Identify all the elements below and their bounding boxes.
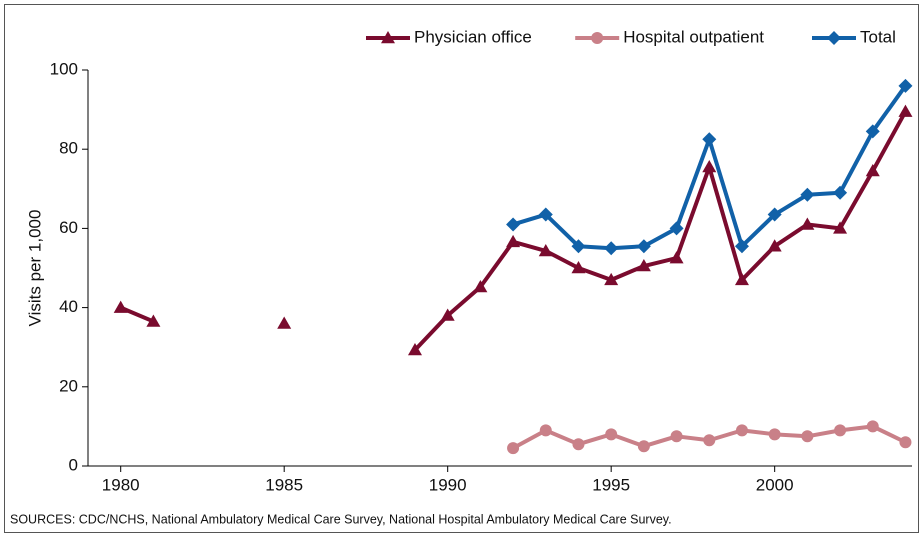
- data-point: [833, 185, 848, 200]
- data-point: [768, 428, 781, 441]
- data-point: [538, 207, 553, 222]
- data-point: [604, 272, 619, 286]
- data-point: [670, 430, 683, 443]
- data-point: [539, 424, 552, 437]
- data-point: [507, 442, 520, 455]
- data-point: [834, 424, 847, 437]
- legend-label: Total: [860, 27, 896, 46]
- data-point: [637, 440, 650, 453]
- data-point: [866, 420, 879, 433]
- data-point: [800, 217, 815, 230]
- data-point: [113, 300, 128, 313]
- data-point: [801, 430, 814, 443]
- x-tick-label: 1985: [265, 475, 303, 494]
- data-point: [734, 272, 749, 286]
- y-tick-label: 0: [69, 455, 78, 474]
- data-point: [571, 261, 586, 274]
- data-point: [440, 308, 455, 321]
- data-point: [571, 239, 586, 254]
- x-tick-label: 1990: [429, 475, 467, 494]
- frame: [4, 4, 919, 533]
- data-point: [506, 234, 521, 248]
- data-point: [277, 316, 292, 329]
- data-point: [146, 314, 161, 327]
- y-tick-label: 80: [59, 139, 78, 158]
- data-point: [865, 124, 880, 139]
- data-point: [865, 163, 880, 177]
- y-tick-label: 60: [59, 218, 78, 237]
- legend-label: Physician office: [414, 27, 532, 46]
- data-point: [767, 207, 782, 222]
- legend-marker: [827, 31, 841, 45]
- y-axis-label: Visits per 1,000: [25, 210, 44, 327]
- series-line: [119, 110, 908, 352]
- data-point: [572, 438, 585, 451]
- data-point: [604, 241, 619, 256]
- x-tick-label: 2000: [756, 475, 794, 494]
- data-point: [703, 434, 716, 447]
- data-point: [669, 251, 684, 264]
- data-point: [800, 187, 815, 202]
- data-point: [899, 436, 912, 449]
- data-point: [538, 243, 553, 257]
- y-tick-label: 20: [59, 376, 78, 395]
- data-point: [506, 217, 521, 232]
- data-point: [702, 160, 717, 173]
- data-point: [898, 78, 913, 93]
- data-point: [407, 342, 422, 356]
- x-tick-label: 1995: [592, 475, 630, 494]
- data-point: [734, 239, 749, 254]
- data-point: [636, 259, 651, 272]
- x-tick-label: 1980: [102, 475, 140, 494]
- data-point: [735, 424, 748, 437]
- data-point: [605, 428, 618, 441]
- data-point: [473, 280, 488, 293]
- y-tick-label: 40: [59, 297, 78, 316]
- source-note: SOURCES: CDC/NCHS, National Ambulatory M…: [10, 512, 672, 526]
- data-point: [636, 239, 651, 254]
- data-point: [669, 221, 684, 236]
- legend-label: Hospital outpatient: [623, 27, 764, 46]
- y-tick-label: 100: [50, 59, 78, 78]
- legend-marker: [381, 31, 395, 44]
- data-point: [898, 104, 913, 117]
- data-point: [702, 132, 717, 147]
- data-point: [767, 239, 782, 252]
- data-point: [833, 221, 848, 234]
- legend-marker: [591, 32, 604, 44]
